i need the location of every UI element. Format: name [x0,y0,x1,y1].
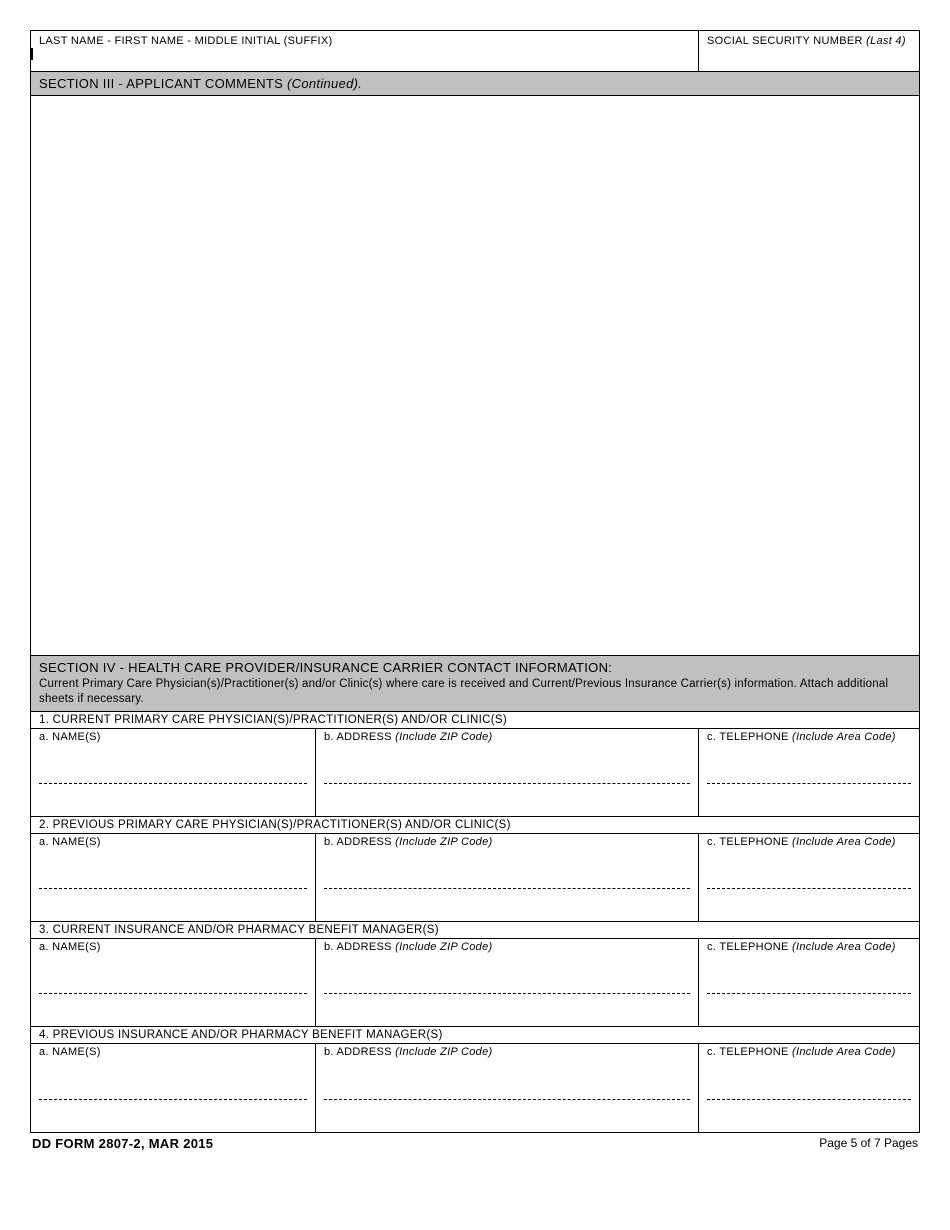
ssn-field-label: SOCIAL SECURITY NUMBER (Last 4) [699,31,919,71]
dashed-line [39,783,307,784]
row3-header: 3. CURRENT INSURANCE AND/OR PHARMACY BEN… [31,922,919,939]
edge-tick-mark [30,48,33,60]
row1-phone-cell[interactable]: c. TELEPHONE (Include Area Code) [699,729,919,816]
row1-phone-suffix: (Include Area Code) [792,731,896,743]
row1-name-cell[interactable]: a. NAME(S) [31,729,316,816]
row3-address-suffix: (Include ZIP Code) [395,941,492,953]
dashed-line [707,1099,911,1100]
row2-phone-label: c. TELEPHONE [707,836,789,848]
row2-fields: a. NAME(S) b. ADDRESS (Include ZIP Code)… [31,834,919,922]
row3-phone-suffix: (Include Area Code) [792,941,896,953]
section3-continued: (Continued). [287,76,362,91]
row2-name-label: a. NAME(S) [39,836,307,848]
row3-name-label: a. NAME(S) [39,941,307,953]
page-number: Page 5 of 7 Pages [819,1136,918,1151]
header-row: LAST NAME - FIRST NAME - MIDDLE INITIAL … [31,31,919,72]
row2-name-cell[interactable]: a. NAME(S) [31,834,316,921]
row1-fields: a. NAME(S) b. ADDRESS (Include ZIP Code)… [31,729,919,817]
ssn-label-suffix: (Last 4) [866,35,906,47]
row1-address-suffix: (Include ZIP Code) [395,731,492,743]
row3-phone-cell[interactable]: c. TELEPHONE (Include Area Code) [699,939,919,1026]
row4-phone-label: c. TELEPHONE [707,1046,789,1058]
form-container: LAST NAME - FIRST NAME - MIDDLE INITIAL … [30,30,920,1133]
section3-title: SECTION III - APPLICANT COMMENTS [39,76,283,91]
row1-name-label: a. NAME(S) [39,731,307,743]
section4-title: SECTION IV - HEALTH CARE PROVIDER/INSURA… [39,660,911,675]
row4-address-label: b. ADDRESS [324,1046,392,1058]
row3-address-label: b. ADDRESS [324,941,392,953]
row1-address-label: b. ADDRESS [324,731,392,743]
row4-fields: a. NAME(S) b. ADDRESS (Include ZIP Code)… [31,1044,919,1132]
row3-address-cell[interactable]: b. ADDRESS (Include ZIP Code) [316,939,699,1026]
name-field-label: LAST NAME - FIRST NAME - MIDDLE INITIAL … [31,31,699,71]
row4-phone-cell[interactable]: c. TELEPHONE (Include Area Code) [699,1044,919,1132]
row3-fields: a. NAME(S) b. ADDRESS (Include ZIP Code)… [31,939,919,1027]
ssn-label-text: SOCIAL SECURITY NUMBER [707,35,863,47]
row1-address-cell[interactable]: b. ADDRESS (Include ZIP Code) [316,729,699,816]
row2-phone-suffix: (Include Area Code) [792,836,896,848]
page-footer: DD FORM 2807-2, MAR 2015 Page 5 of 7 Pag… [30,1133,920,1154]
dashed-line [324,993,690,994]
row2-header: 2. PREVIOUS PRIMARY CARE PHYSICIAN(S)/PR… [31,817,919,834]
row1-phone-label: c. TELEPHONE [707,731,789,743]
section3-header: SECTION III - APPLICANT COMMENTS (Contin… [31,72,919,96]
row2-phone-cell[interactable]: c. TELEPHONE (Include Area Code) [699,834,919,921]
section4-header: SECTION IV - HEALTH CARE PROVIDER/INSURA… [31,656,919,712]
row4-phone-suffix: (Include Area Code) [792,1046,896,1058]
row2-address-cell[interactable]: b. ADDRESS (Include ZIP Code) [316,834,699,921]
row3-phone-label: c. TELEPHONE [707,941,789,953]
form-id: DD FORM 2807-2, MAR 2015 [32,1136,213,1151]
row2-address-suffix: (Include ZIP Code) [395,836,492,848]
comments-area[interactable] [31,96,919,656]
row1-header: 1. CURRENT PRIMARY CARE PHYSICIAN(S)/PRA… [31,712,919,729]
dashed-line [324,783,690,784]
row4-header: 4. PREVIOUS INSURANCE AND/OR PHARMACY BE… [31,1027,919,1044]
dashed-line [39,993,307,994]
dashed-line [324,888,690,889]
dashed-line [39,1099,307,1100]
dashed-line [707,783,911,784]
row4-name-label: a. NAME(S) [39,1046,307,1058]
dashed-line [707,993,911,994]
row4-address-suffix: (Include ZIP Code) [395,1046,492,1058]
row2-address-label: b. ADDRESS [324,836,392,848]
row4-name-cell[interactable]: a. NAME(S) [31,1044,316,1132]
dashed-line [324,1099,690,1100]
dashed-line [707,888,911,889]
row3-name-cell[interactable]: a. NAME(S) [31,939,316,1026]
dashed-line [39,888,307,889]
section4-subtext: Current Primary Care Physician(s)/Practi… [39,677,911,707]
row4-address-cell[interactable]: b. ADDRESS (Include ZIP Code) [316,1044,699,1132]
